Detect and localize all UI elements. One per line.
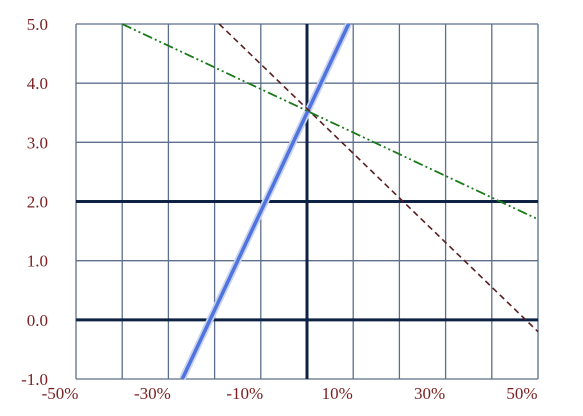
grid — [75, 23, 539, 380]
x-axis-tick-labels: -50% -30% -10% 10% 30% 50% — [42, 384, 538, 403]
y-tick-label: 3.0 — [27, 133, 48, 152]
y-tick-label: -1.0 — [21, 370, 48, 389]
y-axis-tick-labels: -1.0 0.0 1.0 2.0 3.0 4.0 5.0 — [21, 15, 48, 389]
y-tick-label: 0.0 — [27, 311, 48, 330]
series-3-line — [121, 23, 539, 221]
x-tick-label: 30% — [414, 384, 445, 403]
series-1-line — [180, 23, 351, 380]
x-tick-label: 50% — [506, 384, 537, 403]
y-tick-label: 4.0 — [27, 74, 48, 93]
y-tick-label: 2.0 — [27, 193, 48, 212]
x-tick-label: -30% — [134, 384, 171, 403]
y-tick-label: 5.0 — [27, 15, 48, 34]
series-2-line — [218, 23, 539, 333]
x-tick-label: 10% — [322, 384, 353, 403]
plot-area — [121, 22, 539, 381]
y-tick-label: 1.0 — [27, 252, 48, 271]
x-tick-label: -10% — [226, 384, 263, 403]
x-tick-label: -50% — [42, 384, 79, 403]
